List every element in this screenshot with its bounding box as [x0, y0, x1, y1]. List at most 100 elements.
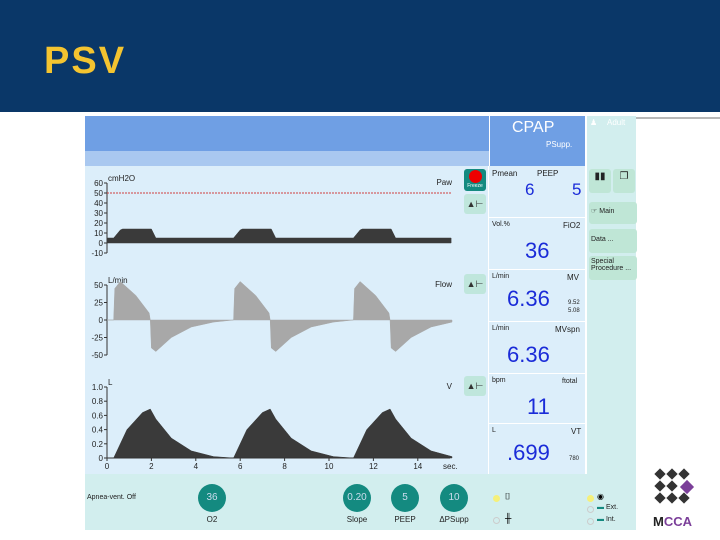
value-ftotal: bpm ftotal 11 — [489, 374, 586, 424]
value-vt: L VT .699 780 — [489, 424, 586, 474]
paw-y-tick-label: -10 — [91, 249, 103, 258]
knob-label: PEEP — [394, 515, 416, 524]
freeze-label: Freeze — [467, 183, 483, 189]
apnea-vent-status[interactable]: Apnea-vent. Off — [87, 494, 136, 501]
value-mvspn: L/min MVspn 6.36 — [489, 322, 586, 374]
unit-label: Vol.% — [492, 221, 510, 228]
time-tick-label: 4 — [194, 462, 199, 471]
patient-type[interactable]: Adult — [607, 118, 626, 127]
ftotal-value: 11 — [527, 394, 550, 419]
pmean-value: 6 — [525, 180, 535, 199]
flow-y-tick-label: 25 — [94, 299, 103, 308]
freeze-button[interactable]: Freeze — [464, 169, 486, 191]
right-menu: ♟ Adult ▮▮ ❐ ☞ Main Data ... Special Pro… — [585, 116, 637, 530]
eye-icon[interactable]: ◉ — [597, 492, 604, 501]
screen-1-button[interactable]: ❐ — [613, 169, 635, 193]
suction-icon[interactable]: ╫ — [505, 513, 512, 523]
nebulizer-icon[interactable]: ⌷ — [505, 491, 511, 501]
param-label: PEEP — [537, 169, 559, 178]
time-tick-label: 0 — [105, 462, 110, 471]
waveform-scale-icon: ▲⊢ — [466, 199, 484, 209]
knob-label: Slope — [346, 515, 368, 524]
slide-banner — [0, 0, 720, 112]
settings-bar: Apnea-vent. Off 36 O2 0.20 Slope 5 PEEP … — [85, 474, 636, 530]
slope-knob[interactable]: 0.20 — [343, 484, 371, 512]
hand-icon: ☞ — [591, 208, 600, 215]
time-tick-label: 10 — [325, 462, 334, 471]
waveform-scale-icon: ▲⊢ — [466, 381, 484, 391]
mode-panel[interactable]: CPAP PSupp. — [489, 116, 585, 166]
special-procedure-button[interactable]: Special Procedure ... — [589, 256, 637, 280]
main-button[interactable]: ☞ Main — [589, 202, 637, 224]
indicator-light — [493, 495, 500, 502]
time-tick-label: 14 — [413, 462, 422, 471]
value-fio2: Vol.% FiO2 36 — [489, 218, 586, 270]
waveform-scale-icon: ▲⊢ — [466, 279, 484, 289]
mvspn-value: 6.36 — [507, 342, 550, 367]
mv-high-limit: 9.52 — [568, 300, 580, 306]
value-mv: L/min MV 6.36 9.52 5.08 — [489, 270, 586, 322]
patient-icon: ♟ — [590, 118, 598, 127]
knob-label: ΔPSupp — [439, 515, 469, 524]
volume-unit-label: L — [108, 378, 113, 387]
fio2-value: 36 — [525, 238, 550, 263]
int-label: ▬ Int. — [597, 516, 616, 523]
indicator-light — [587, 495, 594, 502]
param-label: MVspn — [555, 325, 580, 334]
ext-radio[interactable] — [587, 506, 594, 513]
slide-title: PSV — [44, 40, 127, 82]
time-tick-label: 2 — [149, 462, 154, 471]
ext-text: Ext. — [605, 504, 619, 511]
value-pmean-peep: Pmean PEEP 6 5 — [489, 166, 586, 218]
psupp-knob[interactable]: 10 — [440, 484, 468, 512]
peep-knob[interactable]: 5 — [391, 484, 419, 512]
flow-waveform — [107, 281, 453, 352]
volume-waveform — [107, 408, 453, 459]
paw-scale-button[interactable]: ▲⊢ — [464, 194, 486, 214]
time-tick-label: 12 — [369, 462, 378, 471]
indicator-light — [493, 517, 500, 524]
unit-label: L — [492, 427, 496, 434]
param-label: ftotal — [562, 378, 578, 385]
flow-scale-button[interactable]: ▲⊢ — [464, 274, 486, 294]
header-subbar — [85, 151, 585, 166]
trends-button[interactable]: ▮▮ — [589, 169, 611, 193]
volume-y-tick-label: 0.4 — [92, 426, 104, 435]
int-text: Int. — [605, 516, 616, 523]
battery-icon: ▬ — [597, 504, 606, 511]
volume-y-tick-label: 0.8 — [92, 397, 104, 406]
paw-y-tick-label: 0 — [99, 239, 104, 248]
param-label: VT — [571, 427, 582, 436]
int-radio[interactable] — [587, 518, 594, 525]
logo-text: MCCA — [653, 514, 693, 529]
bar-chart-icon: ▮▮ — [594, 171, 606, 182]
paw-y-tick-label: 50 — [94, 189, 103, 198]
data-button[interactable]: Data ... — [589, 229, 637, 253]
param-label: MV — [567, 273, 579, 282]
peep-value: 5 — [572, 180, 582, 199]
time-tick-label: 8 — [282, 462, 287, 471]
unit-label: Pmean — [492, 169, 518, 178]
paw-y-tick-label: 20 — [94, 219, 103, 228]
paw-y-tick-label: 60 — [94, 179, 103, 188]
flow-y-tick-label: -50 — [91, 351, 103, 360]
main-label: Main — [599, 208, 615, 215]
o2-knob[interactable]: 36 — [198, 484, 226, 512]
unit-label: bpm — [492, 377, 506, 384]
submode-label: PSupp. — [546, 140, 573, 149]
unit-label: L/min — [492, 273, 510, 280]
ext-label: ▬ Ext. — [597, 504, 618, 511]
time-axis-label: sec. — [443, 462, 458, 471]
paw-unit-label: cmH2O — [108, 174, 135, 183]
time-tick-label: 6 — [238, 462, 243, 471]
volume-y-tick-label: 0.6 — [92, 411, 104, 420]
paw-y-tick-label: 40 — [94, 199, 103, 208]
vt-limit: 780 — [569, 456, 580, 462]
volume-y-tick-label: 0 — [99, 454, 104, 463]
paw-waveform — [106, 228, 452, 244]
flow-y-tick-label: 50 — [94, 281, 103, 290]
volume-scale-button[interactable]: ▲⊢ — [464, 376, 486, 396]
mv-low-limit: 5.08 — [568, 308, 580, 314]
flow-y-tick-label: 0 — [99, 316, 104, 325]
